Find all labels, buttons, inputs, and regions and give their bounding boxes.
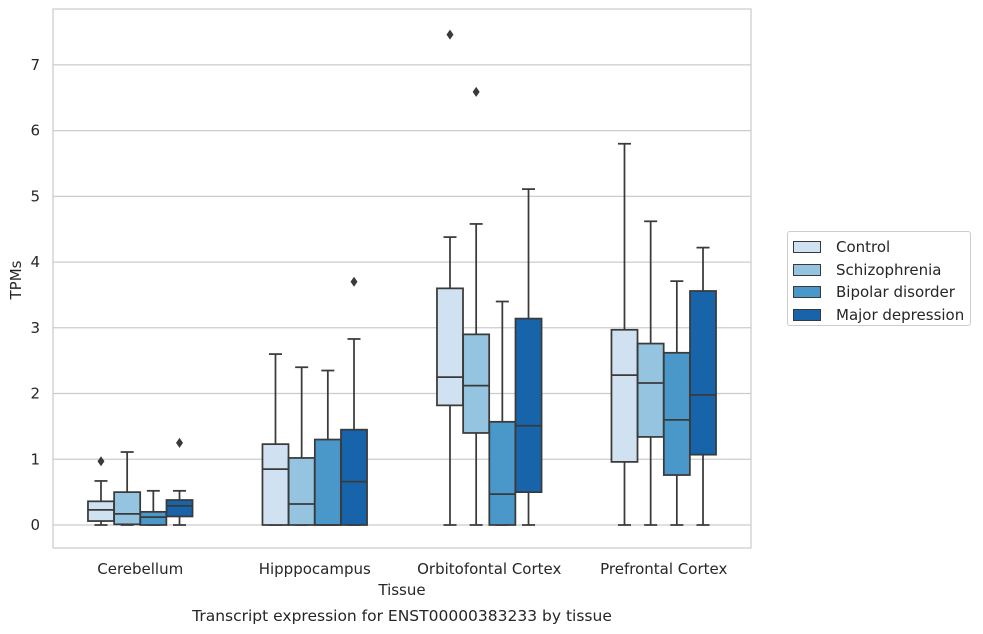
outlier-point [97,456,105,467]
box-schizophrenia-cerebellum [113,451,142,526]
box-bipolar-disorder-prefrontal-cortex [662,280,691,526]
outlier-point [472,86,480,97]
grid-lines [53,64,751,526]
box-body [313,438,342,526]
box-body [340,428,368,526]
y-tick-label-1: 1 [30,450,40,468]
outlier-point [446,29,454,40]
box-body [689,290,717,456]
legend-item-schizophrenia: Schizophrenia [793,259,970,282]
box-control-hipppocampus [261,353,290,526]
x-axis-label: Tissue [377,581,425,599]
legend-swatch-bipolar-disorder [793,286,821,299]
legend: Control Schizophrenia Bipolar disorder M… [787,231,971,326]
box-body [636,342,665,438]
x-tick-label-orbitofontal-cortex: Orbitofontal Cortex [417,560,561,578]
legend-swatch-schizophrenia [793,263,821,276]
legend-label-major-depression: Major depression [836,305,965,324]
box-bipolar-disorder-hipppocampus [313,369,342,526]
box-bipolar-disorder-cerebellum [139,489,168,526]
box-body [610,328,639,463]
y-axis-label: TPMs [7,260,25,300]
y-tick-label-2: 2 [30,385,40,403]
box-body [287,457,316,526]
box-control-cerebellum [87,456,115,526]
y-tick-label-3: 3 [30,319,40,337]
box-body [662,351,691,476]
y-tick-label-0: 0 [30,516,40,534]
y-tick-label-7: 7 [30,56,40,74]
box-body [139,510,168,526]
box-major-depression-orbitofontal-cortex [514,188,543,526]
box-body [113,491,142,526]
x-tick-label-prefrontal-cortex: Prefrontal Cortex [600,560,727,578]
box-bipolar-disorder-orbitofontal-cortex [488,300,517,526]
outlier-point [176,437,184,448]
box-body [514,317,543,494]
box-major-depression-hipppocampus [340,276,368,526]
box-control-prefrontal-cortex [610,142,639,526]
box-control-orbitofontal-cortex [436,29,464,526]
box-layer [87,29,717,526]
x-tick-labels: Cerebellum Hipppocampus Orbitofontal Corte… [97,560,727,578]
legend-item-major-depression: Major depression [793,304,970,327]
box-body [87,500,115,522]
y-tick-labels: 0 1 2 3 4 5 6 7 [30,56,40,534]
box-schizophrenia-hipppocampus [287,366,316,526]
legend-swatch-control [793,241,821,254]
chart-title: Transcript expression for ENST0000038323… [191,607,612,625]
legend-swatch-major-depression [793,308,821,321]
legend-item-control: Control [793,236,970,259]
x-tick-label-cerebellum: Cerebellum [97,560,183,578]
y-tick-label-4: 4 [30,253,40,271]
plot-frame [52,8,752,549]
box-body [436,287,464,407]
outlier-point [350,276,358,287]
y-tick-label-5: 5 [30,187,40,205]
legend-label-bipolar-disorder: Bipolar disorder [836,283,955,302]
box-body [165,499,194,518]
x-tick-label-hipppocampus: Hipppocampus [259,560,371,578]
box-schizophrenia-prefrontal-cortex [636,220,665,526]
box-body [261,443,290,526]
box-major-depression-prefrontal-cortex [689,246,717,526]
box-schizophrenia-orbitofontal-cortex [462,86,491,526]
box-body [488,420,517,526]
legend-label-control: Control [836,238,891,257]
legend-label-schizophrenia: Schizophrenia [836,260,942,279]
box-major-depression-cerebellum [165,437,194,526]
box-body [462,333,491,434]
y-tick-label-6: 6 [30,122,40,140]
legend-item-bipolar-disorder: Bipolar disorder [793,281,970,304]
